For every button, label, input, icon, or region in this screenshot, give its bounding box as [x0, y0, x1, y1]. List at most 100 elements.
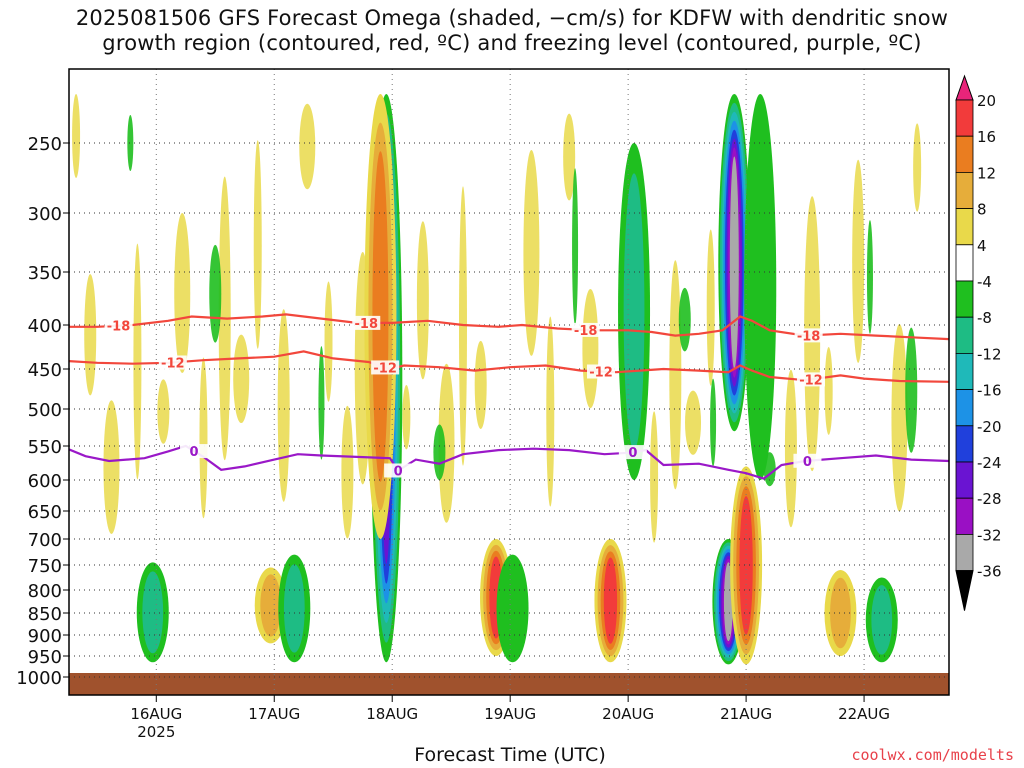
x-tick-label: 19AUG [484, 705, 536, 723]
colorbar-label: 8 [977, 201, 987, 219]
colorbar-label: -12 [977, 345, 1002, 363]
colorbar-label: -24 [977, 454, 1002, 472]
omega-patch [905, 327, 918, 453]
omega-streak [72, 94, 81, 178]
colorbar-box [955, 208, 974, 246]
omega-streak [563, 113, 576, 201]
omega-patch [710, 378, 717, 467]
omega-patch [866, 220, 873, 334]
omega-patch [433, 424, 446, 480]
contour-label: -12 [161, 356, 185, 371]
omega-streak [852, 159, 865, 363]
omega-streak [582, 288, 599, 409]
omega-streak [546, 316, 555, 507]
contour-label: 0 [190, 445, 199, 460]
y-tick-label: 250 [28, 134, 62, 155]
omega-streak [669, 260, 682, 490]
omega-streak [891, 323, 908, 512]
contour-label: -18 [355, 317, 379, 332]
ground-terrain [69, 673, 949, 695]
omega-streak [199, 357, 208, 519]
omega-patch [572, 168, 579, 325]
colorbar-top-arrow [955, 74, 974, 101]
contour-label: -12 [373, 361, 397, 376]
colorbar-box [955, 389, 974, 427]
y-tick-label: 450 [28, 360, 62, 381]
omega-streak [784, 369, 797, 528]
omega-feature-band [871, 585, 893, 655]
y-tick-label: 400 [28, 316, 62, 337]
omega-feature-band [283, 564, 305, 653]
contour-label: -18 [797, 329, 821, 344]
colorbar-box [955, 316, 974, 354]
colorbar-label: 12 [977, 164, 996, 182]
contour-label: 0 [628, 446, 637, 461]
omega-streak [650, 411, 659, 543]
omega-patch [678, 287, 691, 352]
colorbar-label: 16 [977, 128, 996, 146]
omega-feature-band [744, 94, 777, 480]
colorbar-label: -28 [977, 490, 1002, 508]
contour-label-bg [104, 318, 133, 333]
colorbar-label: 20 [977, 92, 996, 110]
dgz-minus18-contour [69, 313, 949, 341]
contour-label: -18 [574, 324, 598, 339]
omega-patch [127, 115, 134, 171]
contour-label-bg [352, 315, 381, 330]
y-tick-label: 600 [28, 471, 62, 492]
colorbar-label: -16 [977, 382, 1002, 400]
colorbar-label: -32 [977, 526, 1002, 544]
omega-streak [474, 340, 487, 429]
contour-label-bg [618, 445, 647, 460]
y-tick-label: 1000 [16, 668, 62, 689]
colorbar-box [955, 99, 974, 137]
contour-label-bg [571, 322, 600, 337]
contour-label-bg [384, 463, 413, 478]
omega-streak [416, 221, 429, 380]
contour-label-bg [796, 372, 825, 387]
omega-streak [253, 140, 262, 349]
ground-layer [69, 673, 949, 695]
omega-streak [706, 229, 715, 386]
colorbar-box [955, 425, 974, 463]
contour-label-bg [587, 364, 616, 379]
omega-feature-band [739, 496, 753, 635]
colorbar-box [955, 244, 974, 282]
colorbar-bottom-arrow [955, 570, 974, 611]
temperature-contours: -18 -18 -18 -18 -12 -12 -12 -12 0 0 0 0 [69, 313, 949, 480]
colorbar-label: -36 [977, 563, 1002, 581]
x-year-label: 2025 [137, 723, 175, 741]
y-tick-label: 750 [28, 556, 62, 577]
omega-streak [824, 347, 833, 435]
x-axis-label: Forecast Time (UTC) [414, 744, 606, 766]
omega-streak [233, 334, 250, 424]
x-tick-label: 16AUG [130, 705, 182, 723]
omega-streak [299, 103, 316, 190]
x-tick-label: 22AUG [838, 705, 890, 723]
y-tick-label: 950 [28, 647, 62, 668]
omega-feature-band [729, 156, 739, 369]
dgz-minus12-contour [69, 350, 949, 383]
omega-feature-band [623, 173, 645, 450]
contour-label-bg [180, 444, 209, 459]
omega-streak [157, 379, 170, 444]
omega-streak [174, 213, 191, 373]
colorbar-box [955, 280, 974, 318]
contour-label-bg [371, 360, 400, 375]
chart-title-line1: 2025081506 GFS Forecast Omega (shaded, −… [75, 6, 949, 30]
colorbar-label: 4 [977, 237, 987, 255]
omega-feature-band [496, 554, 529, 663]
colorbar-box [955, 497, 974, 535]
omega-feature-band [830, 577, 851, 649]
x-tick-label: 17AUG [248, 705, 300, 723]
omega-feature-band [142, 571, 164, 654]
time-axis: 16AUG 17AUG 18AUG 19AUG 20AUG 21AUG 22AUG 2025 [130, 695, 890, 741]
credit-link[interactable]: coolwx.com/modelts [851, 746, 1014, 764]
omega-streak [402, 385, 411, 450]
omega-streak [133, 243, 142, 480]
chart-title: 2025081506 GFS Forecast Omega (shaded, −… [0, 6, 1024, 56]
omega-streak [103, 400, 120, 534]
omega-shading [72, 94, 922, 665]
contour-label: -12 [799, 373, 823, 388]
